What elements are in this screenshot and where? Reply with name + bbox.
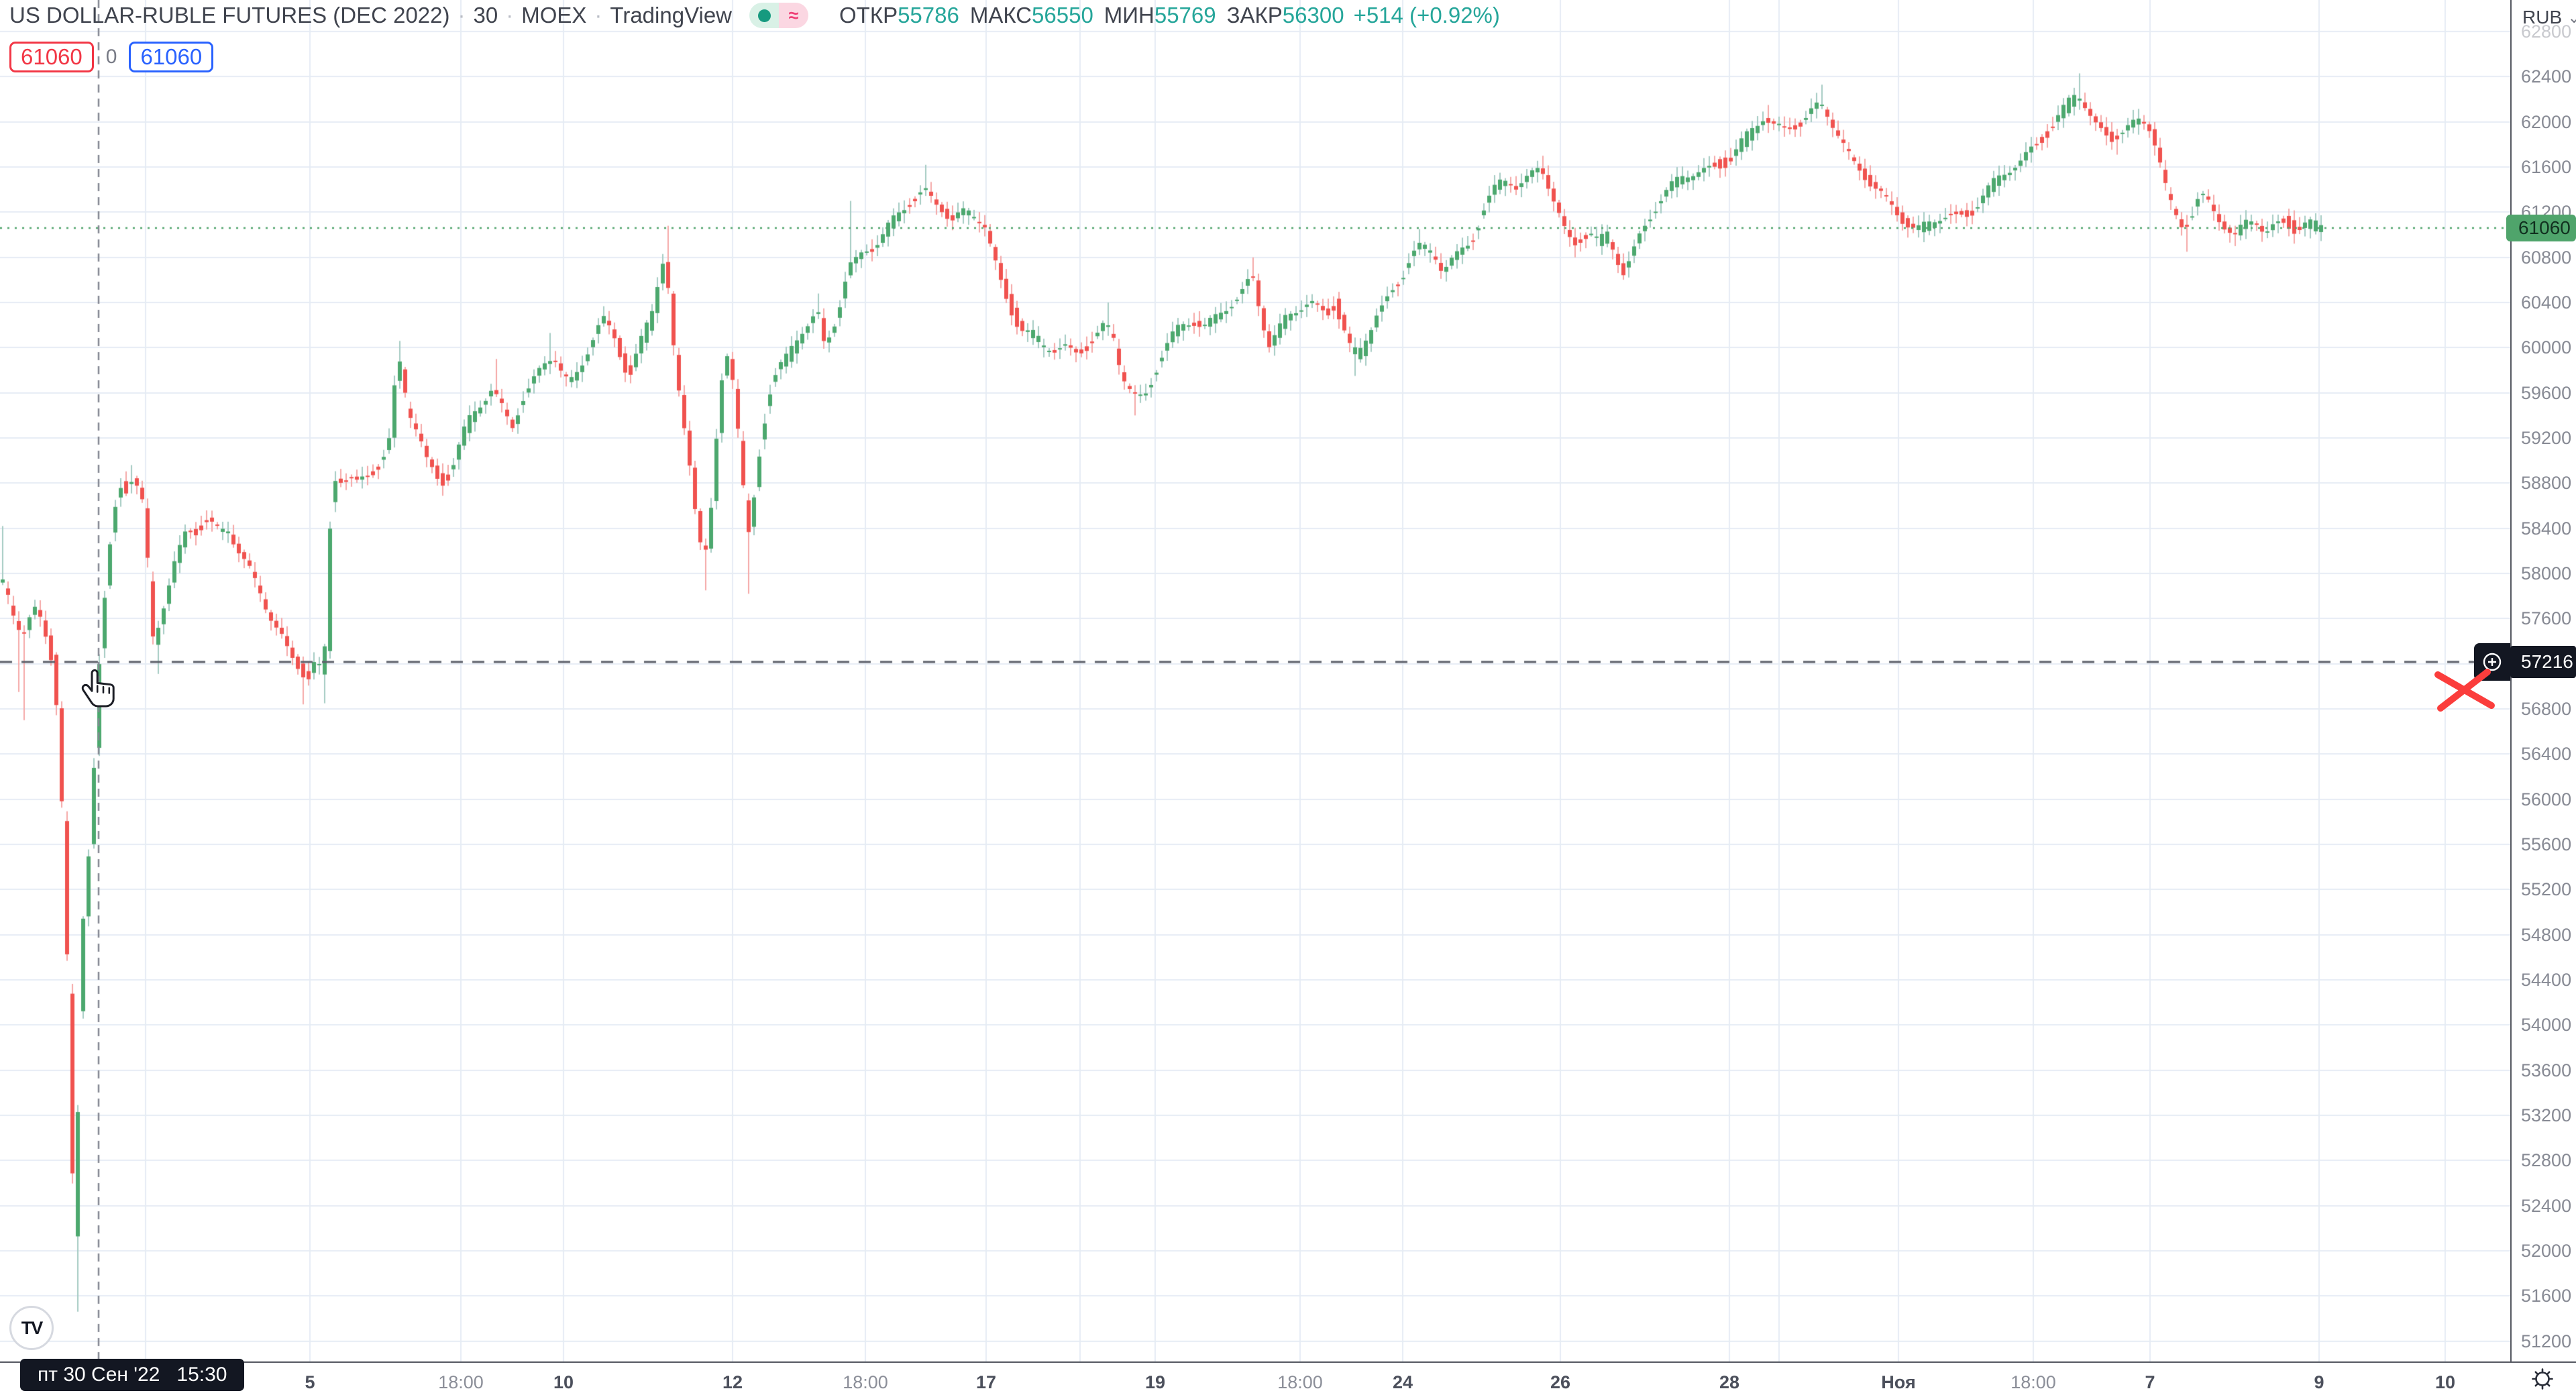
currency-selector[interactable]: RUB ⌄ [2522,7,2576,28]
time-tick-label: 12 [722,1372,743,1392]
price-tick-label: 57600 [2521,608,2572,629]
separator-dot: · [458,3,466,27]
time-tick-label: 18:00 [438,1372,484,1392]
tradingview-logo[interactable]: TV [9,1306,54,1350]
order-panel: 61060 0 61060 [9,42,214,72]
sell-button[interactable]: 61060 [9,42,94,72]
price-tick-label: 62800 [2521,21,2572,42]
time-tick-label: 10 [553,1372,574,1392]
price-tick-label: 60000 [2521,337,2572,358]
time-tick-label: 26 [1550,1372,1571,1392]
price-tick-label: 52800 [2521,1150,2572,1171]
currency-label: RUB [2522,7,2563,27]
time-tick-label: 10 [2434,1372,2456,1392]
open-label: ОТКР [839,3,898,27]
price-tick-label: 60800 [2521,247,2572,268]
price-tick-label: 61600 [2521,157,2572,178]
delayed-data-icon[interactable]: ≈ [779,3,809,28]
price-tick-label: 58000 [2521,563,2572,584]
time-tick-label: Ноя [1881,1372,1916,1392]
price-tick-label: 56400 [2521,744,2572,765]
market-open-dot-icon[interactable] [749,3,780,28]
time-tick-label: 5 [305,1372,315,1392]
high-label: МАКС [969,3,1032,27]
price-chart-canvas[interactable] [0,0,2510,1361]
price-tick-label: 58800 [2521,473,2572,494]
price-tick-label: 62400 [2521,66,2572,87]
exchange-label[interactable]: MOEX [521,3,587,27]
symbol-title[interactable]: US DOLLAR-RUBLE FUTURES (DEC 2022) [9,3,450,27]
price-tick-label: 52400 [2521,1195,2572,1216]
cross-marker-drawing[interactable] [2432,668,2497,716]
price-tick-label: 55600 [2521,834,2572,854]
time-axis[interactable]: 5 18:00 10 12 18:00 17 19 18:00 24 26 28 Ноя 18:00 7 9… [0,1361,2576,1395]
ohlc-readout: ОТКР 55786 МАКС 56550 МИН 55769 ЗАКР 563… [828,3,1500,28]
price-tick-label: 53600 [2521,1060,2572,1080]
spread-value: 0 [105,46,117,68]
time-tick-label: 19 [1144,1372,1166,1392]
time-tick-label: 28 [1719,1372,1740,1392]
price-tick-label: 55200 [2521,879,2572,900]
time-tick-label: 18:00 [1277,1372,1323,1392]
interval-label[interactable]: 30 [473,3,498,27]
time-tick-label: 24 [1392,1372,1413,1392]
open-value: 55786 [898,3,959,27]
price-tick-label: 58400 [2521,518,2572,539]
price-tick-label: 53200 [2521,1105,2572,1125]
last-price-label: 61060 [2506,215,2576,241]
price-tick-label: 56800 [2521,699,2572,719]
price-tick-label: 54800 [2521,924,2572,945]
hand-cursor-icon [80,667,119,719]
low-value: 55769 [1154,3,1216,27]
change-value: +514 (+0.92%) [1353,3,1500,27]
price-tick-label: 62000 [2521,111,2572,132]
close-label: ЗАКР [1226,3,1283,27]
price-tick-label: 54400 [2521,969,2572,990]
price-tick-label: 51200 [2521,1331,2572,1351]
crosshair-time-tooltip: пт 30 Сен '22 15:30 [20,1359,245,1391]
separator-dot: · [506,3,514,27]
separator-dot: · [594,3,602,27]
gear-icon[interactable] [2528,1364,2557,1394]
horizontal-line-price-label: 57216 [2510,645,2576,678]
low-label: МИН [1104,3,1155,27]
market-status-pills[interactable]: ≈ [749,3,809,28]
buy-button[interactable]: 61060 [129,42,214,72]
price-tick-label: 56000 [2521,789,2572,810]
time-tick-label: 18:00 [2010,1372,2056,1392]
time-tick-label: 17 [975,1372,997,1392]
chevron-down-icon: ⌄ [2567,8,2576,27]
high-value: 56550 [1032,3,1093,27]
price-tick-label: 54000 [2521,1015,2572,1036]
time-tick-label: 18:00 [843,1372,888,1392]
chart-legend[interactable]: US DOLLAR-RUBLE FUTURES (DEC 2022) · 30 … [9,1,1500,30]
price-tick-label: 59600 [2521,382,2572,403]
price-tick-label: 52000 [2521,1240,2572,1261]
price-tick-label: 59200 [2521,428,2572,449]
price-axis[interactable]: 62800 62400 62000 61600 61200 60800 60400 60000… [2510,0,2576,1361]
brand-label[interactable]: TradingView [610,3,733,27]
time-tick-label: 7 [2145,1372,2155,1392]
price-tick-label: 51600 [2521,1286,2572,1306]
close-value: 56300 [1282,3,1344,27]
time-tick-label: 9 [2314,1372,2324,1392]
price-tick-label: 60400 [2521,292,2572,313]
price-axis-border [2510,0,2512,1395]
